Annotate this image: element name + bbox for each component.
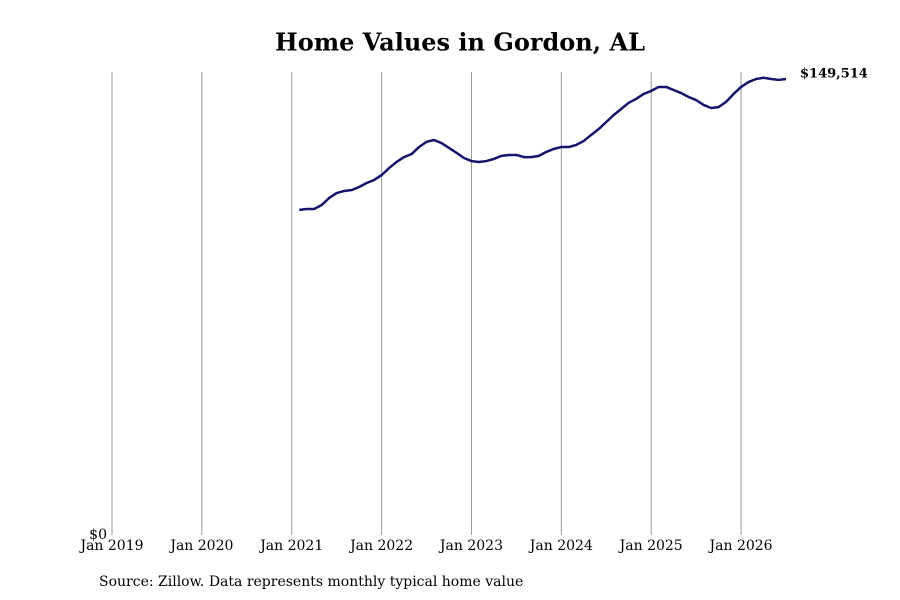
source-note: Source: Zillow. Data represents monthly … — [99, 574, 523, 590]
x-tick-label: Jan 2024 — [528, 538, 593, 554]
x-tick-label: Jan 2025 — [618, 538, 683, 554]
x-tick-label: Jan 2023 — [438, 538, 503, 554]
y-tick-label: $0 — [89, 527, 107, 543]
x-tick-label: Jan 2021 — [258, 538, 323, 554]
x-tick-label: Jan 2020 — [168, 538, 233, 554]
chart-title: Home Values in Gordon, AL — [275, 28, 645, 57]
end-value-label: $149,514 — [800, 66, 868, 81]
x-tick-label: Jan 2026 — [708, 538, 773, 554]
line — [299, 76, 787, 212]
x-tick-label: Jan 2019 — [78, 538, 143, 554]
x-tick-label: Jan 2022 — [348, 538, 413, 554]
